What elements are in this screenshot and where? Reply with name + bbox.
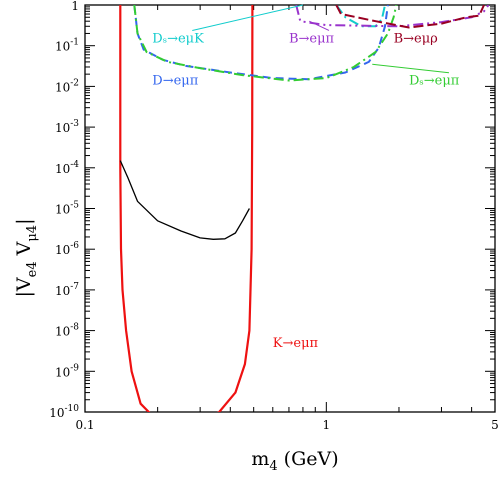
series-line-3 bbox=[133, 5, 398, 82]
y-tick-label: 10-4 bbox=[55, 160, 79, 176]
y-tick-label: 10-7 bbox=[55, 282, 79, 298]
series-line-4 bbox=[335, 5, 386, 28]
series-label-1: B→eμπ bbox=[289, 31, 335, 46]
series-line-5 bbox=[295, 5, 490, 28]
axis-ticks bbox=[84, 4, 496, 413]
label-arrow-0 bbox=[192, 4, 304, 31]
x-tick-label: 0.1 bbox=[75, 418, 94, 432]
series-line-2 bbox=[133, 5, 389, 81]
series-line-6 bbox=[335, 5, 485, 29]
x-tick-label: 1 bbox=[323, 418, 331, 432]
y-tick-label: 1 bbox=[71, 0, 79, 13]
series-label-4: Dₛ→eμπ bbox=[409, 74, 460, 89]
series-label-0: Dₛ→eμK bbox=[152, 31, 204, 46]
y-tick-label: 10-2 bbox=[55, 78, 79, 94]
y-tick-label: 10-3 bbox=[55, 119, 79, 135]
y-tick-label: 10-10 bbox=[49, 404, 79, 420]
tick-labels: 0.1 1 5 1 10-1 10-2 10-3 10-4 10-5 10-6 10-7 10-8 10… bbox=[49, 0, 499, 432]
series-line-0 bbox=[119, 5, 254, 412]
y-tick-label: 10-8 bbox=[55, 323, 79, 339]
series-label-5: K→eμπ bbox=[273, 336, 319, 351]
series-labels: Dₛ→eμK B→eμπ B→eμρ D→eμπ Dₛ→eμπ K→eμπ bbox=[152, 4, 460, 351]
series-group bbox=[119, 5, 490, 412]
x-tick-label: 5 bbox=[491, 418, 499, 432]
y-tick-label: 10-6 bbox=[55, 241, 79, 257]
x-axis-title: m4 (GeV) bbox=[251, 448, 338, 474]
plot-frame bbox=[84, 4, 496, 413]
series-label-2: B→eμρ bbox=[394, 31, 438, 46]
label-arrow-4 bbox=[372, 63, 450, 74]
y-axis-title: |Ve4 Vμ4| bbox=[13, 219, 40, 298]
series-line-1 bbox=[119, 160, 250, 240]
y-tick-label: 10-9 bbox=[55, 363, 79, 379]
y-tick-label: 10-5 bbox=[55, 201, 79, 217]
series-label-3: D→eμπ bbox=[152, 74, 198, 89]
label-arrow-1 bbox=[309, 20, 330, 31]
y-tick-label: 10-1 bbox=[55, 38, 79, 54]
